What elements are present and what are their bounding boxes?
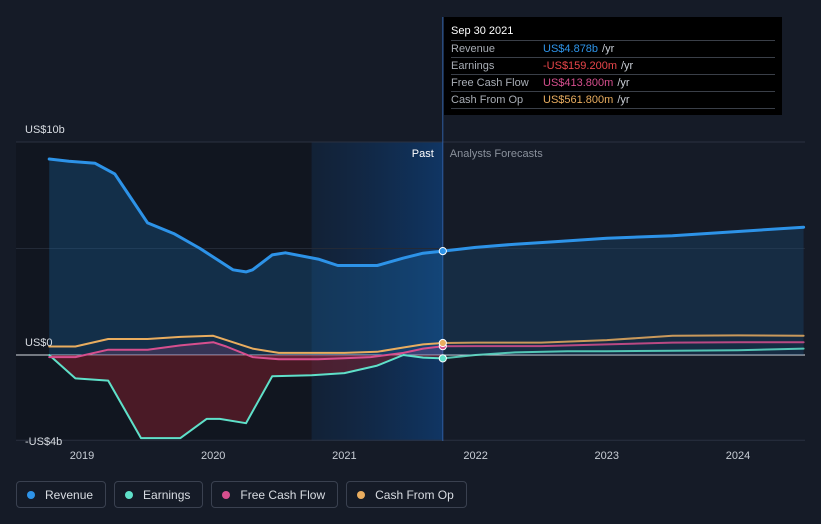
y-tick-label: US$0: [25, 337, 53, 349]
area-layer: [49, 159, 804, 439]
series-line-free-cash-flow-forecast: [441, 341, 805, 348]
tooltip-row-earnings: Earnings -US$159.200m/yr: [451, 57, 775, 74]
tooltip-row-label: Cash From Op: [451, 94, 524, 106]
tooltip: Sep 30 2021 Revenue US$4.878b/yr Earnings -…: [444, 17, 782, 115]
past-label: Past: [412, 148, 434, 160]
series-line-cash-from-op: [48, 334, 444, 354]
tooltip-date: Sep 30 2021: [451, 25, 514, 37]
line-layer: [47, 157, 806, 440]
series-line-revenue-forecast: [441, 225, 806, 253]
legend-dot-icon: [222, 490, 231, 499]
tooltip-row-value: US$561.800m: [543, 94, 614, 106]
legend-label: Free Cash Flow: [240, 487, 326, 502]
marker-layer: [438, 246, 447, 363]
series-point-revenue: [438, 246, 447, 256]
legend-dot-icon: [357, 490, 366, 499]
legend-label: Revenue: [45, 487, 94, 502]
legend-item-free-cash-flow[interactable]: Free Cash Flow: [211, 481, 339, 508]
series-line-earnings-forecast: [441, 347, 805, 360]
tooltip-row-unit: /yr: [621, 60, 634, 72]
series-line-cash-from-op-forecast: [441, 334, 805, 344]
series-line-free-cash-flow: [48, 341, 444, 361]
tooltip-row-value: -US$159.200m: [543, 60, 617, 72]
tooltip-row-unit: /yr: [617, 77, 630, 89]
series-area-free-cash-flow: [49, 342, 443, 360]
series-area-revenue-forecast: [442, 227, 804, 355]
tooltip-row-revenue: Revenue US$4.878b/yr: [451, 40, 775, 57]
x-tick-label: 2019: [70, 450, 94, 462]
legend-label: Earnings: [143, 487, 191, 502]
x-tick-label: 2020: [201, 450, 225, 462]
x-tick-label: 2024: [726, 450, 750, 462]
series-point-cash-from-op: [438, 338, 447, 348]
tooltip-row-value: US$4.878b: [543, 43, 599, 55]
series-line-revenue: [47, 157, 445, 274]
tooltip-row-value: US$413.800m: [543, 77, 614, 89]
tooltip-row-label: Free Cash Flow: [451, 77, 529, 89]
tooltip-row-label: Revenue: [451, 43, 496, 55]
label-layer: US$10b US$0 -US$4b 2019 2020 2021 2022 2023 2024…: [25, 124, 750, 462]
tooltip-row-label: Earnings: [451, 60, 495, 72]
y-tick-label: US$10b: [25, 124, 65, 136]
tooltip-rows: Revenue US$4.878b/yr Earnings -US$159.200m /…: [451, 40, 775, 109]
tooltip-row-unit: /yr: [602, 43, 615, 55]
legend-item-cash-from-op[interactable]: Cash From Op: [346, 481, 467, 508]
legend-item-earnings[interactable]: Earnings: [114, 481, 204, 508]
x-tick-label: 2022: [463, 450, 487, 462]
legend-label: Cash From Op: [375, 487, 454, 502]
series-line-earnings: [48, 354, 444, 440]
legend: Revenue Earnings Free Cash Flow Cash From O…: [16, 481, 467, 508]
legend-item-revenue[interactable]: Revenue: [16, 481, 107, 508]
x-tick-label: 2021: [332, 450, 356, 462]
series-area-revenue: [49, 159, 443, 355]
y-tick-label: -US$4b: [25, 436, 62, 448]
x-tick-label: 2023: [595, 450, 619, 462]
series-area-earnings: [49, 355, 443, 439]
legend-dot-icon: [125, 490, 134, 499]
tooltip-row-unit: /yr: [617, 94, 630, 106]
forecast-label: Analysts Forecasts: [450, 148, 543, 160]
tooltip-row-cash-from-op: Cash From Op US$561.800m/yr: [451, 91, 775, 109]
legend-dot-icon: [27, 490, 35, 499]
tooltip-row-free-cash-flow: Free Cash Flow US$413.800m/yr: [451, 74, 775, 91]
series-point-earnings: [438, 354, 447, 363]
past-highlight-region: [311, 142, 443, 441]
